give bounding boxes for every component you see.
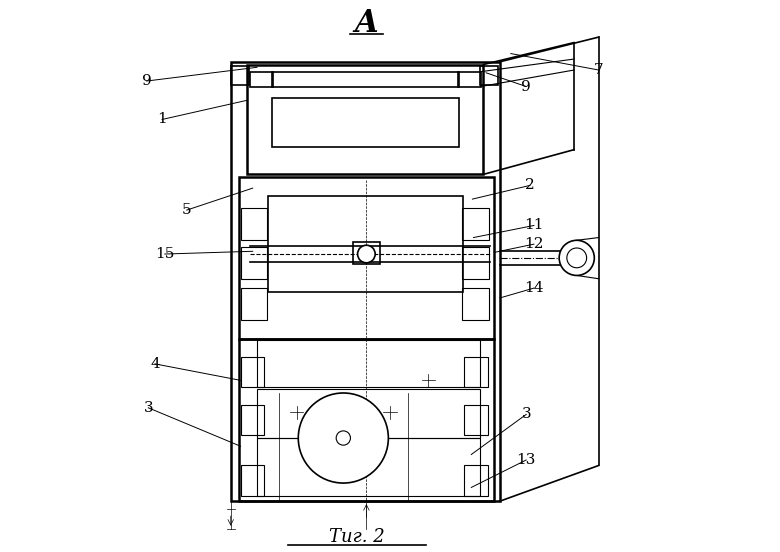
Text: 5: 5 [182, 203, 192, 217]
Circle shape [298, 393, 388, 483]
Circle shape [567, 248, 587, 268]
Text: 2: 2 [525, 178, 535, 193]
Text: 9: 9 [142, 74, 151, 88]
Text: 7: 7 [594, 63, 604, 77]
Bar [268, 197, 463, 293]
Bar [458, 72, 480, 87]
Bar [464, 405, 488, 436]
Bar [240, 247, 267, 279]
Bar [247, 65, 484, 174]
Bar [463, 247, 489, 279]
Bar [240, 405, 264, 436]
Bar [272, 98, 459, 147]
Bar [240, 288, 267, 320]
Bar [240, 465, 264, 496]
Text: 12: 12 [524, 237, 544, 251]
Bar [480, 66, 498, 85]
Bar [240, 209, 267, 240]
Bar [464, 357, 488, 387]
Text: 14: 14 [524, 281, 544, 295]
Bar [272, 72, 459, 87]
Text: A: A [355, 8, 378, 39]
Circle shape [336, 431, 350, 445]
Text: 15: 15 [155, 247, 175, 261]
Bar [239, 339, 495, 501]
Bar [240, 357, 264, 387]
Bar [257, 340, 480, 387]
Bar [463, 288, 489, 320]
Text: 1: 1 [158, 113, 167, 126]
Circle shape [357, 245, 375, 263]
Bar [257, 389, 480, 438]
Text: 9: 9 [521, 79, 531, 93]
Text: Τиг. 2: Τиг. 2 [329, 528, 385, 546]
Text: 4: 4 [150, 357, 160, 371]
Circle shape [559, 240, 594, 275]
Bar [463, 209, 489, 240]
Bar [353, 242, 380, 264]
Bar [250, 72, 273, 87]
Bar [231, 66, 249, 85]
Bar [257, 438, 480, 496]
Text: 3: 3 [144, 401, 153, 415]
Text: 13: 13 [516, 453, 536, 467]
Text: 3: 3 [521, 407, 531, 421]
Bar [231, 62, 500, 501]
Text: 11: 11 [524, 219, 544, 232]
Bar [239, 177, 495, 339]
Bar [464, 465, 488, 496]
